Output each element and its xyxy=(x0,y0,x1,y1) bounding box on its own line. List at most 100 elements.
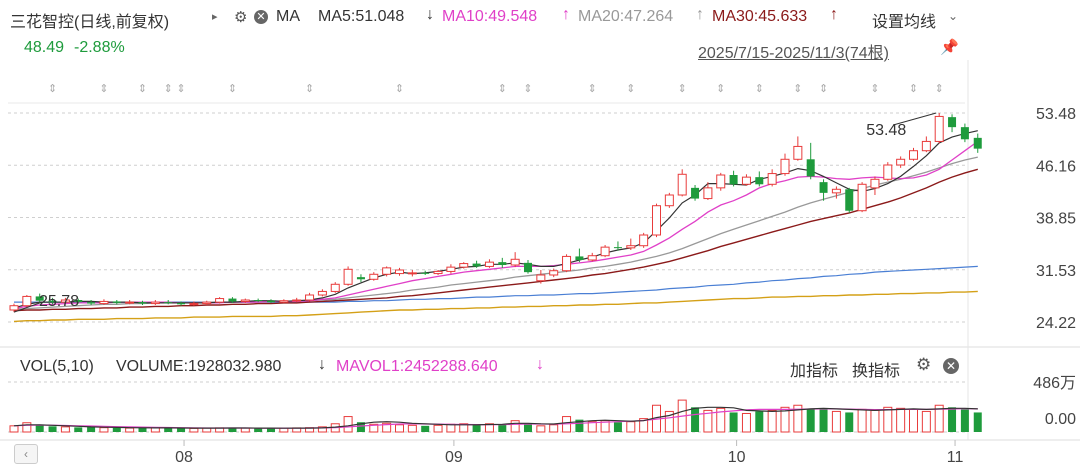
candle-body xyxy=(484,261,494,267)
volume-bar xyxy=(703,409,713,433)
event-marker-icon: ⇕ xyxy=(164,83,173,95)
event-marker-icon: ⇕ xyxy=(626,83,635,95)
volume-bar xyxy=(806,409,815,432)
candle-body xyxy=(138,302,147,304)
low-pointer xyxy=(13,301,43,313)
candle-body xyxy=(613,247,622,249)
candle-body xyxy=(215,298,225,303)
candle-body xyxy=(421,272,430,274)
volume-bar xyxy=(369,423,379,433)
candle-body xyxy=(498,262,507,265)
current-price: 48.49 xyxy=(24,39,65,56)
ma-indicator-label: MA xyxy=(276,8,300,25)
event-marker-icon: ⇕ xyxy=(99,83,108,95)
candle-body xyxy=(883,164,893,180)
volume-bar xyxy=(240,427,250,433)
candle-body xyxy=(729,175,738,185)
candle-body xyxy=(9,305,19,311)
ma5-arrow-icon: ↓ xyxy=(426,6,434,23)
price-tick-label: 31.53 xyxy=(1036,263,1076,280)
event-marker-icon: ⇕ xyxy=(588,83,597,95)
candle-body xyxy=(948,117,957,128)
candle-body xyxy=(909,150,918,160)
volume-bar xyxy=(138,427,147,432)
add-indicator-button[interactable]: 加指标 xyxy=(790,363,839,380)
ma-settings-button[interactable]: 设置均线 xyxy=(872,14,937,31)
close-icon[interactable]: ✕ xyxy=(254,10,268,24)
event-marker-icon: ⇕ xyxy=(678,83,687,95)
candle-body xyxy=(60,299,70,303)
chevron-down-icon[interactable]: ⌄ xyxy=(948,9,959,23)
volume-bar xyxy=(536,425,546,433)
volume-bar xyxy=(793,404,803,433)
volume-bar xyxy=(343,416,353,433)
expand-triangle-icon[interactable]: ▸ xyxy=(212,11,218,23)
ma10-arrow-icon: ↑ xyxy=(562,6,570,23)
volume-bar xyxy=(691,407,700,432)
event-marker-icon: ⇕ xyxy=(819,83,828,95)
candle-body xyxy=(446,266,456,272)
x-tick-label: 09 xyxy=(445,449,463,465)
price-tick-label: 24.22 xyxy=(1036,315,1076,332)
candle-body xyxy=(202,301,212,305)
scroll-left-button[interactable]: ‹ xyxy=(14,444,38,464)
volume-bar xyxy=(22,422,32,433)
volume-bar xyxy=(35,424,44,432)
ma30-arrow-icon: ↑ xyxy=(830,6,838,23)
volume-bar xyxy=(549,424,559,433)
volume-gear-icon[interactable]: ⚙ xyxy=(916,355,932,374)
candle-body xyxy=(536,274,546,282)
volume-bar xyxy=(74,427,83,432)
gear-icon[interactable]: ⚙ xyxy=(234,9,248,26)
candle-body xyxy=(845,189,854,211)
candle-body xyxy=(330,283,340,292)
event-marker-icon: ⇕ xyxy=(228,83,237,95)
candle-body xyxy=(755,177,764,185)
x-tick-label: 11 xyxy=(947,449,964,465)
volume-bar xyxy=(883,406,893,433)
volume-bar xyxy=(267,428,275,432)
pin-icon[interactable]: 📌 xyxy=(940,39,959,56)
candle-body xyxy=(407,272,417,275)
candle-body xyxy=(433,270,443,275)
candle-body xyxy=(819,182,828,193)
candle-body xyxy=(587,255,597,261)
x-tick-label: 08 xyxy=(175,449,193,465)
candle-body xyxy=(35,296,44,301)
volume-bar xyxy=(317,426,327,433)
volume-bar xyxy=(831,410,841,433)
volume-bar xyxy=(729,412,738,432)
switch-indicator-button[interactable]: 换指标 xyxy=(852,363,901,380)
event-marker-icon: ⇕ xyxy=(176,83,185,95)
volume-bar xyxy=(433,424,443,433)
candle-body xyxy=(177,302,186,305)
high-pointer xyxy=(893,112,937,126)
event-marker-icon: ⇕ xyxy=(48,83,57,95)
stock-title[interactable]: 三花智控(日线,前复权) xyxy=(10,14,170,31)
candle-body xyxy=(896,158,906,166)
candle-body xyxy=(600,246,610,257)
candle-body xyxy=(279,300,289,303)
candle-body xyxy=(626,245,636,249)
chart-header: 三花智控(日线,前复权) ▸ ⚙ ✕ MA MA5:51.048 ↓ MA10:… xyxy=(0,0,1080,62)
candle-body xyxy=(870,178,880,189)
ma20-label: MA20:47.264 xyxy=(578,8,674,25)
volume-bar xyxy=(9,425,19,433)
volume-tick-label: 486万 xyxy=(1033,375,1076,392)
candle-body xyxy=(780,158,790,175)
volume-bar xyxy=(125,427,135,433)
candle-body xyxy=(112,301,121,303)
volume-bar xyxy=(626,421,636,433)
volume-tick-label: 0.00 xyxy=(1045,411,1076,428)
candle-body xyxy=(48,300,57,303)
volume-bar xyxy=(575,419,584,432)
event-marker-icon: ⇕ xyxy=(935,83,944,95)
volume-bar xyxy=(177,428,186,432)
volume-bar xyxy=(484,423,494,433)
volume-bar xyxy=(228,427,237,432)
event-marker-icon: ⇕ xyxy=(395,83,404,95)
volume-bar xyxy=(896,407,906,433)
volume-close-icon[interactable]: ✕ xyxy=(943,358,959,374)
volume-bar xyxy=(767,409,777,433)
